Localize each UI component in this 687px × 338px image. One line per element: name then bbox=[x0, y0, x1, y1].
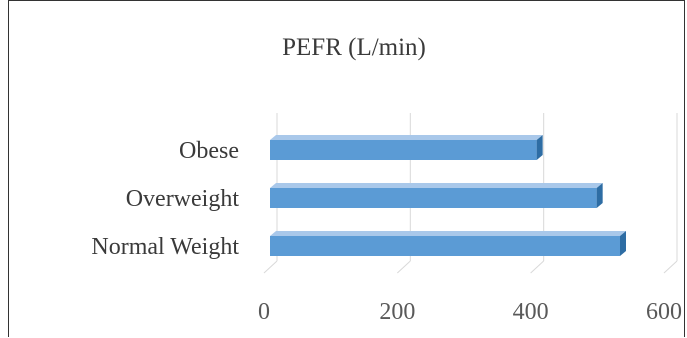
category-label: Normal Weight bbox=[91, 234, 239, 260]
bar-face bbox=[270, 140, 537, 160]
bar bbox=[270, 135, 543, 160]
category-labels: Normal Weight Overweight Obese bbox=[91, 138, 239, 260]
category-label: Obese bbox=[179, 138, 239, 164]
tick-labels: 0 200 400 600 bbox=[258, 299, 682, 325]
bar-face bbox=[270, 236, 620, 256]
bar-top bbox=[270, 135, 543, 140]
tick-label: 600 bbox=[646, 299, 682, 325]
gridline-floor bbox=[263, 260, 278, 274]
bar bbox=[270, 231, 626, 256]
chart-title: PEFR (L/min) bbox=[282, 34, 426, 61]
bar-face bbox=[270, 188, 597, 208]
bar bbox=[270, 183, 603, 208]
bars bbox=[270, 135, 626, 256]
category-label: Overweight bbox=[126, 186, 240, 212]
bar-side bbox=[536, 135, 543, 160]
bar-top bbox=[270, 183, 603, 188]
gridline-floor bbox=[396, 260, 411, 274]
gridline-floor bbox=[530, 260, 545, 274]
bar-top bbox=[270, 231, 626, 236]
chart-frame: PEFR (L/min) Normal Weight Overweight Obes… bbox=[8, 0, 685, 337]
tick-label: 0 bbox=[258, 299, 270, 325]
bar-side bbox=[620, 231, 626, 256]
bar-chart: PEFR (L/min) Normal Weight Overweight Obes… bbox=[91, 34, 682, 325]
tick-label: 200 bbox=[379, 299, 415, 325]
tick-label: 400 bbox=[513, 299, 549, 325]
gridline-floor bbox=[663, 260, 678, 274]
bar-side bbox=[596, 183, 603, 208]
